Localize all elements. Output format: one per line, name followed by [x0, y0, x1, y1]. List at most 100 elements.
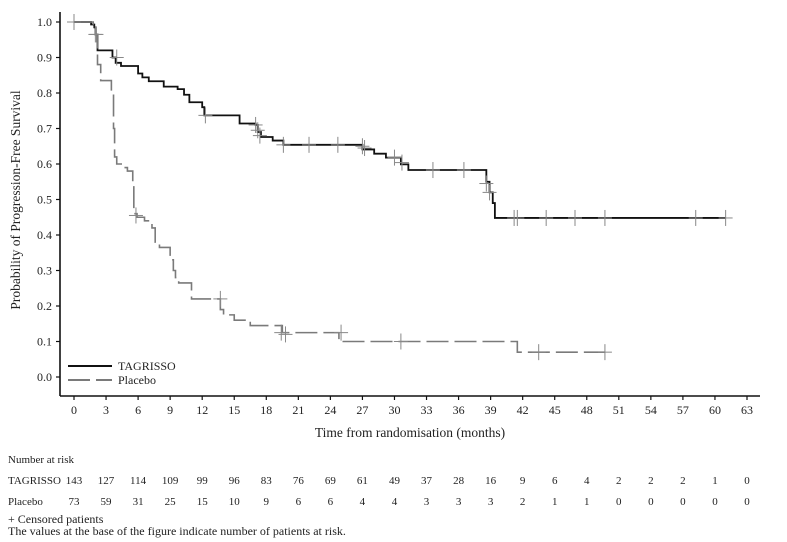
risk-value: 9 [520, 475, 526, 487]
risk-value: 6 [552, 475, 558, 487]
x-tick-label: 39 [485, 403, 497, 417]
censor-mark [109, 49, 124, 66]
y-tick-label: 1.0 [37, 15, 52, 29]
x-tick-label: 33 [421, 403, 433, 417]
y-tick-label: 0.1 [37, 335, 52, 349]
censor-mark [456, 162, 471, 179]
x-tick-label: 48 [581, 403, 593, 417]
censor-mark [334, 324, 349, 341]
risk-value: 6 [296, 496, 302, 508]
x-tick-label: 3 [103, 403, 109, 417]
legend-label-tagrisso: TAGRISSO [118, 359, 176, 373]
series-line-placebo [74, 21, 605, 353]
risk-value: 143 [66, 475, 83, 487]
risk-value: 0 [712, 496, 718, 508]
censor-mark [394, 154, 409, 171]
censor-mark [597, 344, 612, 361]
censor-mark [213, 290, 228, 307]
risk-table-header: Number at risk [8, 454, 74, 466]
risk-value: 25 [165, 496, 177, 508]
risk-row-label: TAGRISSO [8, 475, 61, 487]
censor-mark [531, 344, 546, 361]
risk-value: 28 [453, 475, 465, 487]
censor-mark [128, 207, 143, 224]
y-tick-label: 0.3 [37, 264, 52, 278]
risk-value: 96 [229, 475, 241, 487]
censor-mark [357, 140, 372, 157]
y-tick-label: 0.5 [37, 193, 52, 207]
risk-value: 0 [744, 475, 750, 487]
risk-value: 15 [197, 496, 209, 508]
y-tick-label: 0.7 [37, 122, 52, 136]
risk-value: 3 [488, 496, 494, 508]
risk-value: 10 [229, 496, 241, 508]
x-tick-label: 24 [324, 403, 336, 417]
x-tick-label: 9 [167, 403, 173, 417]
censor-mark [274, 324, 289, 341]
censor-mark [67, 14, 81, 30]
y-tick-label: 0.6 [37, 157, 52, 171]
risk-value: 3 [456, 496, 462, 508]
risk-value: 0 [680, 496, 686, 508]
x-tick-label: 21 [292, 403, 304, 417]
risk-value: 83 [261, 475, 273, 487]
y-tick-label: 0.2 [37, 299, 52, 313]
y-tick-label: 0.9 [37, 51, 52, 65]
km-chart: 0.00.10.20.30.40.50.60.70.80.91.00 3 6 9 12 1… [8, 12, 760, 508]
risk-value: 0 [648, 496, 654, 508]
risk-value: 73 [69, 496, 81, 508]
risk-value: 1 [712, 475, 718, 487]
x-tick-label: 54 [645, 403, 657, 417]
censor-mark [425, 162, 440, 179]
risk-value: 114 [130, 475, 147, 487]
censor-mark [718, 209, 733, 226]
censor-mark [510, 209, 525, 226]
risk-value: 1 [552, 496, 558, 508]
censor-mark [482, 184, 497, 201]
censor-mark [568, 209, 583, 226]
x-tick-label: 30 [388, 403, 400, 417]
risk-row-label: Placebo [8, 496, 43, 508]
x-tick-label: 15 [228, 403, 240, 417]
risk-value: 4 [584, 475, 590, 487]
risk-value: 2 [648, 475, 654, 487]
risk-value: 69 [325, 475, 337, 487]
curves [67, 14, 733, 361]
axes: 0.00.10.20.30.40.50.60.70.80.91.00 3 6 9 12 1… [37, 12, 760, 417]
risk-value: 59 [101, 496, 113, 508]
risk-value: 0 [616, 496, 622, 508]
risk-value: 2 [520, 496, 526, 508]
risk-value: 76 [293, 475, 305, 487]
censored-footnote: + Censored patients [8, 512, 104, 526]
censor-mark [597, 209, 612, 226]
x-tick-label: 27 [356, 403, 368, 417]
risk-footnote: The values at the base of the figure ind… [8, 524, 346, 538]
risk-value: 4 [392, 496, 398, 508]
x-tick-label: 18 [260, 403, 272, 417]
y-tick-label: 0.8 [37, 86, 52, 100]
series-line-tagrisso [74, 21, 726, 219]
x-tick-label: 36 [453, 403, 465, 417]
censor-mark [539, 209, 554, 226]
legend-label-placebo: Placebo [118, 373, 156, 387]
x-tick-label: 6 [135, 403, 141, 417]
censor-mark [198, 107, 213, 124]
risk-value: 2 [680, 475, 686, 487]
censor-mark [387, 149, 402, 166]
censor-mark [252, 127, 267, 144]
risk-value: 3 [424, 496, 430, 508]
censor-mark [688, 209, 703, 226]
risk-value: 16 [485, 475, 497, 487]
y-tick-label: 0.4 [37, 228, 52, 242]
x-tick-label: 60 [709, 403, 721, 417]
risk-value: 127 [98, 475, 115, 487]
risk-value: 1 [584, 496, 590, 508]
x-tick-label: 51 [613, 403, 625, 417]
risk-value: 6 [328, 496, 334, 508]
risk-value: 4 [360, 496, 366, 508]
x-tick-label: 42 [517, 403, 529, 417]
x-axis-title: Time from randomisation (months) [315, 425, 505, 440]
y-tick-label: 0.0 [37, 370, 52, 384]
censor-mark [330, 136, 345, 153]
